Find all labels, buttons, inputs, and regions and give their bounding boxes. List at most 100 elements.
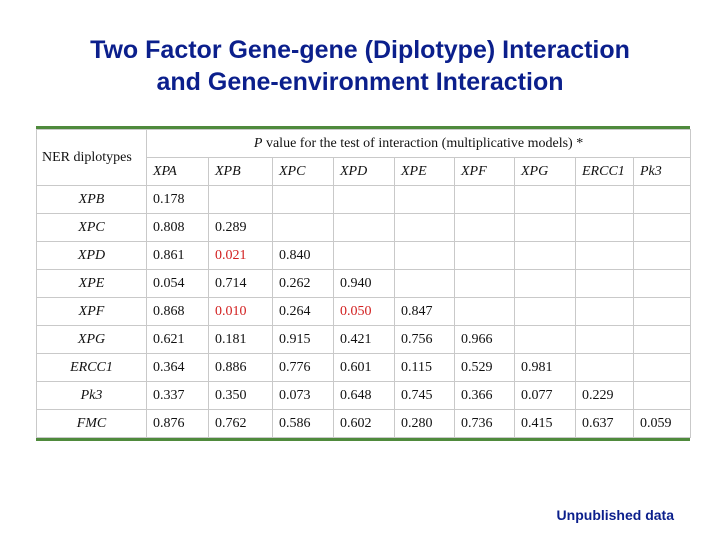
table-row: XPF 0.868 0.010 0.264 0.050 0.847 [36,297,692,326]
p-value-cell: 0.648 [333,381,395,410]
p-value-cell: 0.115 [394,353,455,382]
table-caption: P value for the test of interaction (mul… [145,129,692,158]
p-value-cell: 0.847 [394,297,455,326]
row-label: XPG [36,325,147,354]
p-value-cell: 0.289 [208,213,273,242]
p-value-cell [575,353,634,382]
p-value-cell: 0.745 [394,381,455,410]
p-value-cell: 0.364 [146,353,209,382]
column-header: Pk3 [632,157,692,186]
p-value-cell [514,213,576,242]
row-label: Pk3 [36,381,147,410]
p-value-cell [454,269,515,298]
p-value-cell: 0.602 [333,409,395,438]
p-value-cell [632,213,692,242]
p-value-cell [514,297,576,326]
p-value-cell [394,269,455,298]
p-value-cell [632,269,692,298]
p-value-cell [454,185,515,214]
p-value-cell: 0.736 [454,409,515,438]
row-label: XPB [36,185,147,214]
p-value-cell [575,269,634,298]
p-value-cell: 0.421 [333,325,395,354]
table-row: ERCC1 0.364 0.886 0.776 0.601 0.115 0.529 0.981 [36,353,692,382]
p-value-cell: 0.915 [272,325,334,354]
p-value-cell: 0.637 [575,409,634,438]
p-value-cell: 0.021 [208,241,273,270]
p-value-cell: 0.337 [146,381,209,410]
p-value-cell [454,241,515,270]
p-value-cell [208,185,273,214]
column-header: XPG [514,157,576,186]
p-value-cell: 0.262 [272,269,334,298]
p-value-cell: 0.756 [394,325,455,354]
p-value-cell: 0.059 [632,409,692,438]
p-value-cell [632,185,692,214]
row-label: XPD [36,241,147,270]
p-value-cell: 0.981 [514,353,576,382]
p-value-cell: 0.350 [208,381,273,410]
slide-title-line-1: Two Factor Gene-gene (Diplotype) Interac… [90,36,630,64]
p-value-cell: 0.178 [146,185,209,214]
p-value-cell: 0.840 [272,241,334,270]
p-value-cell: 0.050 [333,297,395,326]
p-value-cell [272,213,334,242]
p-value-cell: 0.415 [514,409,576,438]
p-value-cell [575,213,634,242]
p-value-cell: 0.366 [454,381,515,410]
interaction-table: NER diplotypes P value for the test of i… [36,129,692,438]
p-value-cell [632,241,692,270]
column-header: XPE [394,157,455,186]
p-value-cell [394,185,455,214]
p-value-cell: 0.621 [146,325,209,354]
p-value-cell: 0.601 [333,353,395,382]
row-label: FMC [36,409,147,438]
row-label: XPC [36,213,147,242]
p-value-cell [454,297,515,326]
corner-header: NER diplotypes [36,129,147,186]
p-value-cell [514,185,576,214]
table-row: XPC 0.808 0.289 [36,213,692,242]
p-value-cell [632,381,692,410]
p-value-cell [272,185,334,214]
p-value-cell: 0.886 [208,353,273,382]
p-value-cell [333,185,395,214]
table-row: Pk3 0.337 0.350 0.073 0.648 0.745 0.366 0.077 0.… [36,381,692,410]
p-value-cell: 0.229 [575,381,634,410]
p-value-cell: 0.181 [208,325,273,354]
p-value-cell [575,325,634,354]
slide-title-line-2: and Gene-environment Interaction [156,68,564,96]
column-header: XPF [454,157,515,186]
p-value-cell: 0.073 [272,381,334,410]
p-value-cell [333,241,395,270]
table-row: XPB 0.178 [36,185,692,214]
p-value-cell: 0.966 [454,325,515,354]
column-header: XPD [333,157,395,186]
p-value-cell: 0.762 [208,409,273,438]
column-header: XPC [272,157,334,186]
p-value-cell [394,213,455,242]
caption-p-symbol: P [253,135,263,151]
interaction-table-container: NER diplotypes P value for the test of i… [36,126,692,441]
unpublished-data-note: Unpublished data [556,507,674,523]
column-headers-row: XPA XPB XPC XPD XPE XPF XPG ERCC1 Pk3 [37,157,692,186]
p-value-cell: 0.010 [208,297,273,326]
caption-text: value for the test of interaction (multi… [262,135,584,151]
p-value-cell [575,241,634,270]
p-value-cell [632,325,692,354]
p-value-cell [514,241,576,270]
p-value-cell: 0.940 [333,269,395,298]
p-value-cell: 0.861 [146,241,209,270]
table-row: XPD 0.861 0.021 0.840 [36,241,692,270]
table-row: FMC 0.876 0.762 0.586 0.602 0.280 0.736 0.415 0.… [36,409,692,438]
p-value-cell [632,297,692,326]
row-label: XPF [36,297,147,326]
p-value-cell: 0.776 [272,353,334,382]
p-value-cell: 0.586 [272,409,334,438]
p-value-cell [514,269,576,298]
p-value-cell: 0.280 [394,409,455,438]
column-header: ERCC1 [575,157,634,186]
p-value-cell: 0.714 [208,269,273,298]
p-value-cell: 0.868 [146,297,209,326]
column-header: XPA [146,157,209,186]
